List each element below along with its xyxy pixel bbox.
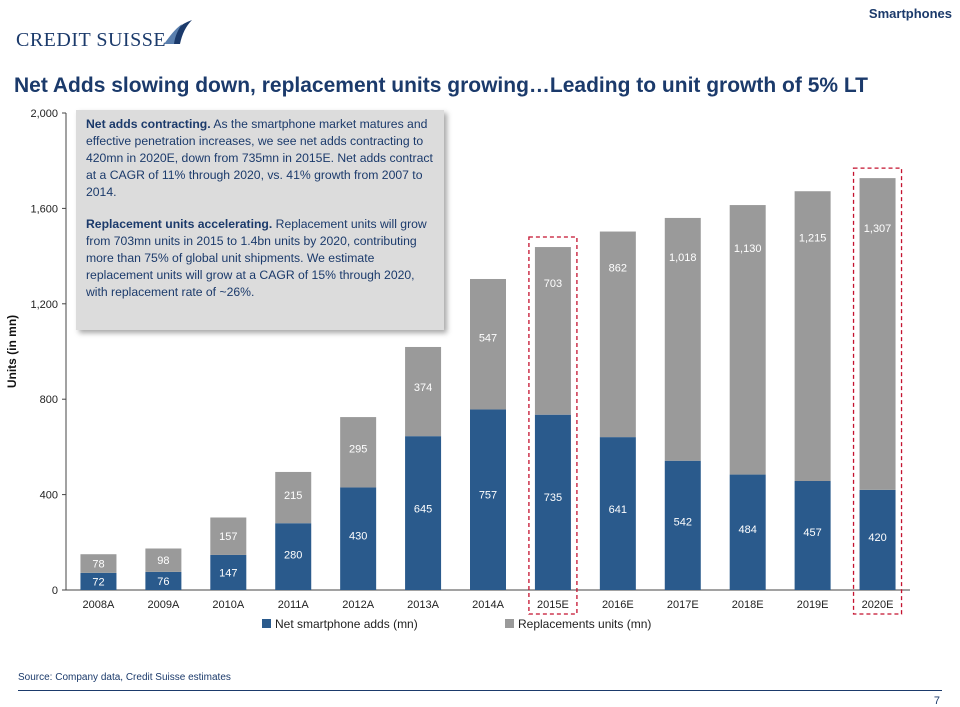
- data-label-net-adds: 76: [157, 576, 169, 588]
- bar-replacements: [859, 178, 896, 490]
- x-tick-label: 2008A: [83, 599, 115, 611]
- data-label-net-adds: 645: [414, 503, 432, 515]
- data-label-replacements: 157: [219, 531, 237, 543]
- data-label-net-adds: 72: [92, 576, 104, 588]
- data-label-replacements: 374: [414, 382, 432, 394]
- bar-net-adds: [340, 487, 377, 590]
- data-label-net-adds: 147: [219, 567, 237, 579]
- data-label-replacements: 78: [92, 559, 104, 571]
- data-label-replacements: 98: [157, 555, 169, 567]
- x-tick-label: 2020E: [862, 599, 894, 611]
- data-label-net-adds: 420: [868, 532, 886, 544]
- commentary-callout: Net adds contracting. As the smartphone …: [76, 110, 444, 330]
- data-label-replacements: 547: [479, 333, 497, 345]
- x-tick-label: 2013A: [407, 599, 439, 611]
- x-tick-label: 2011A: [278, 599, 310, 611]
- data-label-replacements: 1,307: [864, 223, 892, 235]
- data-label-net-adds: 542: [674, 516, 692, 528]
- x-tick-label: 2015E: [537, 599, 569, 611]
- x-tick-label: 2016E: [602, 599, 634, 611]
- sail-icon: [164, 20, 193, 44]
- bar-net-adds: [794, 481, 831, 590]
- bar-net-adds: [470, 409, 506, 590]
- x-tick-label: 2019E: [797, 599, 829, 611]
- highlight-box: [528, 236, 578, 615]
- bar-replacements: [275, 471, 312, 524]
- x-tick-label: 2012A: [342, 599, 374, 611]
- y-tick-label: 1,200: [30, 299, 58, 311]
- data-label-replacements: 862: [609, 263, 627, 275]
- data-label-net-adds: 280: [284, 550, 302, 562]
- data-label-replacements: 215: [284, 490, 302, 502]
- bar-replacements: [470, 278, 506, 410]
- data-label-net-adds: 430: [349, 531, 367, 543]
- bar-net-adds: [534, 414, 571, 590]
- y-tick-label: 0: [52, 585, 58, 597]
- logo-text: CREDIT SUISSE: [16, 29, 167, 51]
- bar-net-adds: [405, 436, 442, 590]
- footer-divider: [18, 690, 942, 691]
- y-tick-label: 2,000: [30, 108, 58, 120]
- callout-heading-replacement: Replacement units accelerating.: [86, 217, 273, 231]
- legend-swatch-net-adds: [262, 619, 271, 628]
- data-label-net-adds: 484: [739, 524, 757, 536]
- highlight-box: [852, 167, 903, 615]
- y-tick-label: 800: [40, 394, 58, 406]
- bar-net-adds: [599, 437, 636, 590]
- bar-replacements: [340, 417, 377, 488]
- y-tick-label: 1,600: [30, 203, 58, 215]
- bar-net-adds: [210, 554, 247, 590]
- bar-replacements: [405, 346, 442, 437]
- bar-replacements: [210, 517, 247, 555]
- bar-replacements: [145, 548, 182, 572]
- x-tick-label: 2010A: [212, 599, 244, 611]
- bar-replacements: [664, 217, 701, 461]
- bar-replacements: [599, 231, 636, 438]
- x-tick-label: 2009A: [147, 599, 179, 611]
- callout-heading-net-adds: Net adds contracting.: [86, 117, 211, 131]
- page-title: Net Adds slowing down, replacement units…: [14, 74, 868, 97]
- data-label-replacements: 703: [544, 278, 562, 290]
- bar-replacements: [729, 205, 766, 475]
- y-tick-label: 400: [40, 490, 58, 502]
- callout-text-replacement: Replacement units will grow from 703mn u…: [86, 217, 427, 299]
- section-label: Smartphones: [868, 6, 952, 21]
- x-tick-label: 2014A: [472, 599, 504, 611]
- bar-net-adds: [859, 489, 896, 590]
- legend-swatch-replacements: [505, 619, 514, 628]
- page-number: 7: [933, 695, 940, 707]
- bar-net-adds: [729, 474, 766, 590]
- bar-replacements: [534, 247, 571, 415]
- callout-paragraph-net-adds: Net adds contracting. As the smartphone …: [86, 116, 434, 201]
- data-label-replacements: 1,018: [669, 252, 697, 264]
- data-label-replacements: 1,130: [734, 243, 762, 255]
- bar-replacements: [80, 554, 117, 573]
- data-label-replacements: 1,215: [799, 233, 827, 245]
- y-axis-title: Units (in mn): [5, 315, 19, 388]
- data-label-replacements: 295: [349, 444, 367, 456]
- data-label-net-adds: 641: [609, 504, 627, 516]
- legend-label-replacements: Replacements units (mn): [518, 617, 651, 631]
- credit-suisse-logo: CREDIT SUISSE: [16, 20, 194, 51]
- data-label-net-adds: 735: [544, 492, 562, 504]
- legend-label-net-adds: Net smartphone adds (mn): [275, 617, 418, 631]
- source-note: Source: Company data, Credit Suisse esti…: [18, 672, 231, 683]
- bar-net-adds: [664, 460, 701, 590]
- data-label-net-adds: 757: [479, 489, 497, 501]
- bar-net-adds: [145, 571, 182, 590]
- callout-text-net-adds: As the smartphone market matures and eff…: [86, 117, 433, 199]
- callout-paragraph-replacement: Replacement units accelerating. Replacem…: [86, 216, 434, 301]
- bar-net-adds: [275, 523, 312, 590]
- data-label-net-adds: 457: [803, 527, 821, 539]
- bar-replacements: [794, 191, 831, 482]
- x-tick-label: 2018E: [732, 599, 764, 611]
- x-tick-label: 2017E: [667, 599, 699, 611]
- bar-net-adds: [80, 572, 117, 590]
